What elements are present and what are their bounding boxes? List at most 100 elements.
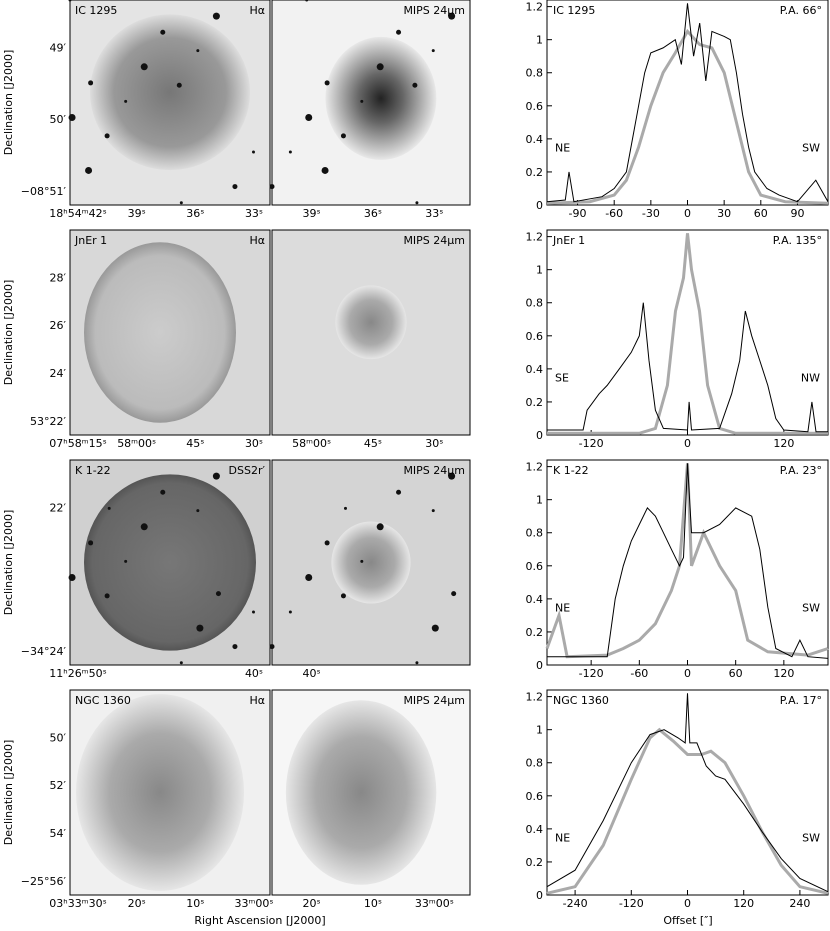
profile-line [546, 28, 829, 205]
filter-label: Hα [249, 694, 265, 707]
star [252, 610, 256, 614]
star [179, 201, 183, 205]
ra-tick-label: 20ˢ [303, 897, 321, 910]
y-tick-label: 0.6 [526, 330, 544, 343]
dec-tick-label: 22′ [50, 501, 67, 514]
direction-left: NE [555, 602, 570, 615]
y-tick-label: 0.6 [526, 790, 544, 803]
y-tick-label: 0.2 [526, 396, 544, 409]
star [415, 661, 419, 665]
ra-tick-label: 36ˢ [186, 207, 204, 220]
star [196, 624, 204, 632]
profile-line [547, 302, 828, 433]
dec-tick-label: 28′ [50, 271, 67, 284]
star [396, 29, 402, 35]
x-tick-label: -30 [642, 207, 660, 220]
dec-tick-label: 49′ [50, 41, 67, 54]
pa-label: P.A. 17° [780, 694, 822, 707]
star [305, 0, 309, 2]
direction-left: NE [555, 142, 570, 155]
star [104, 133, 110, 139]
star [196, 49, 200, 53]
x-tick-label: -120 [579, 437, 604, 450]
y-tick-label: 0.4 [526, 133, 544, 146]
filter-label: Hα [249, 4, 265, 17]
dec-axis-label: Declination [J2000] [2, 510, 15, 616]
object-label: IC 1295 [75, 4, 117, 17]
x-tick-label: 0 [684, 207, 691, 220]
star [343, 506, 347, 510]
profile-line [546, 727, 829, 895]
x-tick-label: 120 [773, 667, 794, 680]
nebula [84, 474, 256, 651]
y-tick-label: 0 [536, 199, 543, 212]
direction-right: SW [802, 602, 820, 615]
star [431, 624, 439, 632]
ra-tick-label: 40ˢ [245, 667, 263, 680]
y-tick-label: 0.8 [526, 527, 544, 540]
y-tick-label: 1 [536, 494, 543, 507]
y-tick-label: 0.2 [526, 166, 544, 179]
ra-tick-label: 10ˢ [364, 897, 382, 910]
nebula [285, 700, 437, 885]
profile-line [546, 693, 829, 893]
ra-tick-label: 33ˢ [425, 207, 443, 220]
ra-tick-label: 33ˢ [245, 207, 263, 220]
ra-tick-label: 58ᵐ00ˢ [292, 437, 331, 450]
dec-axis-label: Declination [J2000] [2, 50, 15, 156]
profile-line [547, 463, 829, 659]
x-tick-label: 120 [773, 437, 794, 450]
ra-tick-label: 45ˢ [364, 437, 382, 450]
y-tick-label: 0.4 [526, 823, 544, 836]
y-tick-label: 1.2 [526, 461, 544, 474]
y-tick-label: 1 [536, 724, 543, 737]
profile-line [546, 3, 829, 203]
y-tick-label: 0.6 [526, 560, 544, 573]
ra-tick-label: 45ˢ [186, 437, 204, 450]
ra-tick-label: 30ˢ [425, 437, 443, 450]
y-tick-label: 0.2 [526, 856, 544, 869]
star [232, 184, 238, 190]
x-tick-label: -60 [605, 207, 623, 220]
object-label: NGC 1360 [75, 694, 131, 707]
star [124, 99, 128, 103]
star [212, 472, 220, 480]
y-tick-label: 1 [536, 264, 543, 277]
y-tick-label: 0.4 [526, 593, 544, 606]
dec-tick-label: 53°22′ [30, 415, 66, 428]
star [448, 472, 456, 480]
ra-tick-label: 33ᵐ00ˢ [415, 897, 454, 910]
ra-tick-label: 39ˢ [303, 207, 321, 220]
star [68, 0, 72, 2]
ra-tick-label: 03ʰ33ᵐ30ˢ [49, 897, 106, 910]
star [160, 29, 166, 35]
star [85, 166, 93, 174]
star [288, 610, 292, 614]
star [107, 506, 111, 510]
x-tick-label: -60 [630, 667, 648, 680]
y-tick-label: 0 [536, 429, 543, 442]
direction-left: NE [555, 832, 570, 845]
mips-label: MIPS 24μm [403, 4, 465, 17]
star [68, 113, 76, 121]
profile-label: NGC 1360 [553, 694, 609, 707]
x-tick-label: 60 [729, 667, 743, 680]
direction-right: SW [802, 142, 820, 155]
nebula [335, 285, 407, 360]
star [431, 509, 435, 513]
mips-label: MIPS 24μm [403, 464, 465, 477]
x-tick-label: 30 [717, 207, 731, 220]
star [212, 12, 220, 20]
star [140, 63, 148, 71]
object-label: K 1-22 [75, 464, 111, 477]
star [340, 593, 346, 599]
nebula [325, 36, 437, 160]
x-tick-label: -240 [563, 897, 588, 910]
pa-label: P.A. 23° [780, 464, 822, 477]
y-tick-label: 1.2 [526, 1, 544, 14]
star [232, 644, 238, 650]
star [88, 540, 94, 546]
ra-tick-label: 11ʰ26ᵐ50ˢ [49, 667, 106, 680]
star [431, 49, 435, 53]
